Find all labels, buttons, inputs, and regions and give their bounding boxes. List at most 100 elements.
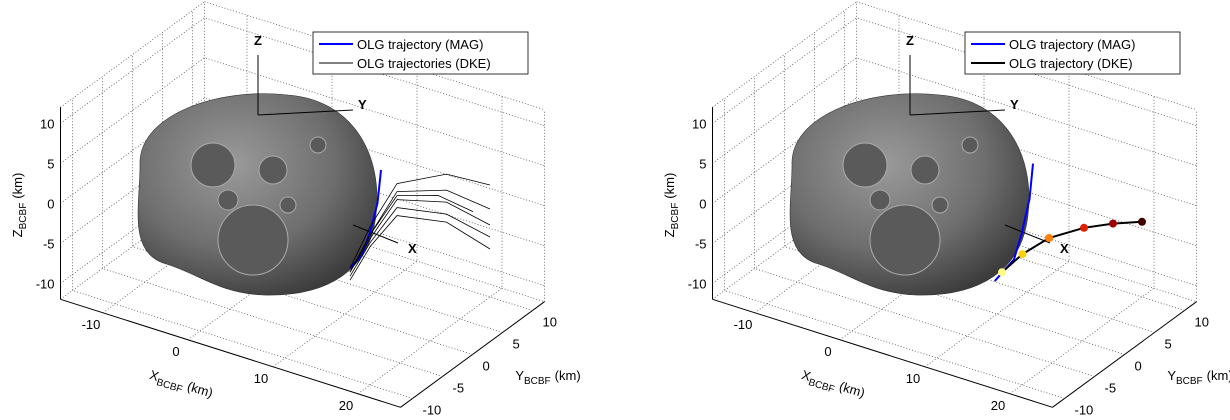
axis-subscript: BCBF [670, 203, 681, 230]
z-axis-label: ZBCBF (km) [10, 173, 29, 238]
crater [869, 204, 941, 276]
x-axis-label: XBCBF (km) [799, 367, 867, 404]
trajectory-point [1045, 234, 1053, 242]
body-axis-label: X [408, 241, 417, 256]
grid-line [187, 42, 333, 341]
x-tick-label: 0 [824, 344, 831, 359]
grid-line [272, 69, 418, 368]
box-edge [712, 1, 857, 108]
body-axis-label: X [1060, 241, 1069, 256]
trajectory [349, 215, 491, 281]
axis-unit: (km) [10, 173, 25, 199]
box-edge [856, 193, 1197, 303]
z-tick-label: -5 [43, 236, 55, 251]
grid-line [357, 96, 503, 395]
trajectory [1001, 220, 1143, 273]
y-tick-label: -5 [1105, 381, 1117, 396]
x-tick-label: 20 [339, 398, 353, 413]
trajectory-point [1109, 219, 1117, 228]
crater [258, 155, 288, 185]
y-tick-label: 0 [483, 359, 490, 374]
axis-subscript: BCBF [1176, 376, 1203, 387]
crater [869, 189, 891, 211]
body-axis-label: Z [906, 33, 914, 48]
y-tick-label: 10 [543, 315, 557, 330]
crater [190, 142, 236, 188]
trajectory-point [1080, 223, 1088, 232]
trajectory-point [1018, 250, 1027, 259]
body-axis-label: Y [358, 97, 367, 112]
y-tick-label: -10 [423, 403, 442, 418]
axis-symbol: Y [1167, 368, 1176, 383]
body-axis [352, 224, 399, 244]
x-tick-label: 10 [906, 371, 920, 386]
trajectory [349, 194, 474, 273]
y-tick-label: 5 [1165, 337, 1172, 352]
body-axis [909, 109, 1006, 116]
axis-line [60, 298, 401, 408]
box-edge [204, 193, 545, 303]
trajectory-point [1138, 217, 1146, 226]
y-tick-label: 10 [1195, 315, 1209, 330]
axis-symbol: Y [515, 368, 524, 383]
legend-label: OLG trajectory (MAG) [1009, 37, 1135, 52]
body-axis-label: Z [254, 33, 262, 48]
axis-subscript: BCBF [155, 377, 184, 395]
grid-line [924, 69, 1070, 368]
legend-label: OLG trajectory (MAG) [357, 37, 483, 52]
z-tick-label: -10 [688, 276, 707, 291]
trajectory [349, 199, 491, 273]
x-tick-label: -10 [734, 317, 753, 332]
y-tick-label: -10 [1075, 403, 1094, 418]
body-axis [1004, 224, 1051, 244]
z-tick-label: 5 [699, 156, 706, 171]
z-axis-label: ZBCBF (km) [662, 173, 681, 238]
body-axis-label: Y [1010, 97, 1019, 112]
trajectory [349, 207, 491, 277]
crater [217, 204, 289, 276]
axis-symbol: Z [662, 229, 677, 237]
axis-subscript: BCBF [807, 377, 836, 395]
crater [910, 155, 940, 185]
y-axis-label: YBCBF (km) [1167, 368, 1230, 387]
body-axis [257, 109, 354, 116]
y-tick-label: -5 [453, 381, 465, 396]
y-axis-label: YBCBF (km) [515, 368, 580, 387]
x-tick-label: 20 [991, 398, 1005, 413]
z-tick-label: -10 [36, 276, 55, 291]
grid-line [1009, 96, 1155, 395]
legend-label: OLG trajectories (DKE) [357, 56, 491, 71]
axis-unit: (km) [662, 173, 677, 199]
grid-line [839, 42, 985, 341]
y-tick-label: 0 [1135, 359, 1142, 374]
crater [309, 136, 327, 154]
trajectory [349, 173, 491, 269]
x-tick-label: 0 [172, 344, 179, 359]
box-edge [60, 1, 205, 108]
axis-subscript: BCBF [524, 376, 551, 387]
axis-unit: (km) [555, 368, 581, 383]
axis-symbol: Z [10, 229, 25, 237]
z-tick-label: 0 [47, 196, 54, 211]
x-tick-label: 10 [254, 371, 268, 386]
axis-subscript: BCBF [18, 203, 29, 230]
z-tick-label: 0 [699, 196, 706, 211]
y-tick-label: 5 [513, 337, 520, 352]
grid-line [102, 15, 248, 314]
z-tick-label: 10 [692, 116, 706, 131]
crater [961, 136, 979, 154]
box-edge [856, 1, 1197, 111]
legend-box [312, 31, 529, 75]
x-tick-label: -10 [82, 317, 101, 332]
legend-label: OLG trajectory (DKE) [1009, 56, 1133, 71]
z-tick-label: -5 [695, 236, 707, 251]
crater [279, 196, 297, 214]
box-edge [204, 1, 545, 111]
z-tick-label: 10 [40, 116, 54, 131]
grid-line [754, 15, 900, 314]
legend-box [964, 31, 1181, 75]
axis-unit: (km) [186, 378, 215, 400]
